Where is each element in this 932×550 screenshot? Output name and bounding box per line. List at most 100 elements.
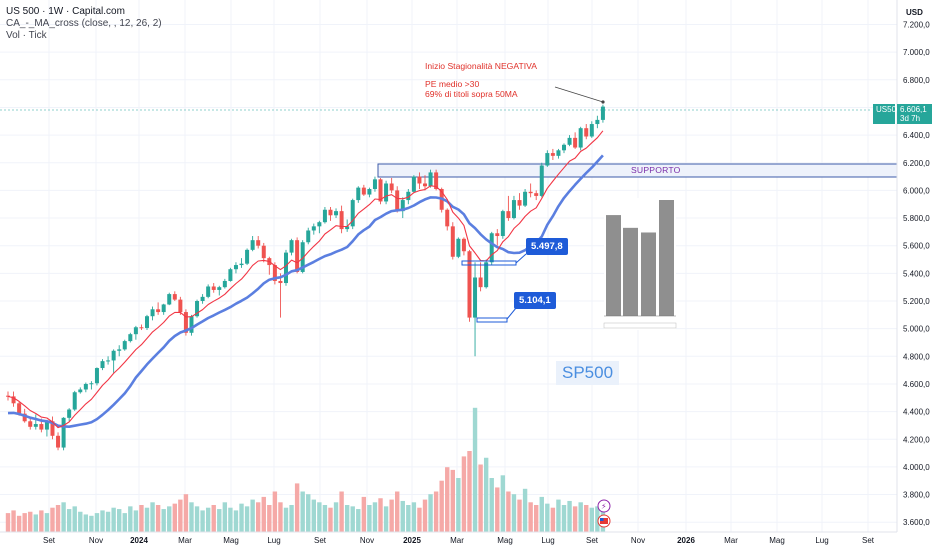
candle[interactable] bbox=[239, 258, 244, 268]
candle[interactable] bbox=[445, 208, 450, 231]
candle[interactable] bbox=[100, 359, 105, 371]
candle[interactable] bbox=[295, 237, 300, 274]
candle[interactable] bbox=[61, 417, 66, 451]
candle[interactable] bbox=[589, 121, 594, 138]
candle[interactable] bbox=[206, 284, 211, 299]
candle[interactable] bbox=[334, 208, 339, 219]
candle[interactable] bbox=[411, 175, 416, 194]
candle[interactable] bbox=[489, 231, 494, 266]
candle[interactable] bbox=[289, 238, 294, 256]
candle[interactable] bbox=[33, 414, 38, 430]
candle[interactable] bbox=[562, 143, 566, 154]
candle[interactable] bbox=[545, 150, 550, 167]
candle[interactable] bbox=[378, 177, 383, 205]
candle[interactable] bbox=[600, 104, 605, 123]
candle[interactable] bbox=[67, 408, 72, 422]
candle[interactable] bbox=[267, 256, 272, 275]
candle[interactable] bbox=[456, 237, 461, 259]
candle[interactable] bbox=[317, 220, 322, 234]
candle[interactable] bbox=[523, 189, 528, 207]
candle[interactable] bbox=[228, 267, 233, 282]
candle[interactable] bbox=[145, 314, 149, 331]
currency-label[interactable]: USD bbox=[906, 8, 923, 17]
candle[interactable] bbox=[72, 390, 77, 411]
candle[interactable] bbox=[133, 325, 138, 340]
candle[interactable] bbox=[361, 184, 366, 196]
candle[interactable] bbox=[156, 302, 161, 315]
candle[interactable] bbox=[245, 248, 250, 266]
candle[interactable] bbox=[517, 193, 522, 210]
inset-bar[interactable] bbox=[659, 200, 674, 316]
volume-line[interactable]: Vol · Tick bbox=[6, 30, 47, 41]
candle[interactable] bbox=[200, 294, 205, 304]
inset-bar[interactable] bbox=[623, 227, 638, 316]
candle[interactable] bbox=[395, 186, 400, 213]
candle[interactable] bbox=[367, 187, 372, 198]
candle[interactable] bbox=[467, 249, 472, 322]
candle[interactable] bbox=[306, 227, 311, 245]
candle[interactable] bbox=[511, 195, 516, 220]
candle[interactable] bbox=[189, 314, 194, 336]
candle[interactable] bbox=[56, 432, 61, 451]
candle[interactable] bbox=[528, 183, 533, 198]
candle[interactable] bbox=[128, 332, 133, 343]
candle[interactable] bbox=[573, 132, 578, 149]
candle[interactable] bbox=[250, 236, 255, 252]
candle[interactable] bbox=[384, 180, 389, 205]
candle[interactable] bbox=[473, 262, 478, 357]
candle[interactable] bbox=[389, 177, 394, 194]
candle[interactable] bbox=[556, 148, 561, 159]
candle[interactable] bbox=[484, 259, 489, 289]
candle[interactable] bbox=[89, 381, 94, 390]
candle[interactable] bbox=[195, 299, 200, 318]
lightning-icon[interactable] bbox=[597, 499, 611, 513]
candle[interactable] bbox=[256, 236, 261, 249]
candle[interactable] bbox=[400, 197, 405, 219]
candle[interactable] bbox=[284, 249, 288, 286]
candle[interactable] bbox=[161, 303, 166, 315]
candle[interactable] bbox=[595, 115, 600, 129]
candle[interactable] bbox=[233, 262, 238, 274]
candle[interactable] bbox=[139, 324, 144, 331]
candle[interactable] bbox=[478, 262, 483, 292]
level-low-callout[interactable]: 5.104,1 bbox=[514, 292, 556, 309]
candle[interactable] bbox=[78, 387, 83, 394]
candle[interactable] bbox=[461, 237, 466, 256]
candle[interactable] bbox=[44, 419, 49, 437]
candle[interactable] bbox=[83, 382, 88, 393]
symbol-line[interactable]: US 500 · 1W · Capital.com bbox=[6, 6, 125, 17]
inset-bar[interactable] bbox=[606, 215, 621, 316]
candle[interactable] bbox=[94, 367, 99, 386]
level-high-callout[interactable]: 5.497,8 bbox=[526, 238, 568, 255]
candle[interactable] bbox=[550, 148, 555, 160]
candle[interactable] bbox=[534, 190, 539, 201]
candle[interactable] bbox=[539, 162, 544, 198]
candle[interactable] bbox=[178, 296, 183, 315]
candle[interactable] bbox=[311, 223, 316, 235]
candle[interactable] bbox=[122, 339, 127, 351]
candle[interactable] bbox=[372, 176, 377, 192]
candle[interactable] bbox=[117, 345, 122, 357]
candle[interactable] bbox=[578, 126, 583, 151]
candle[interactable] bbox=[428, 169, 433, 188]
candle[interactable] bbox=[172, 291, 177, 301]
inset-bar[interactable] bbox=[641, 232, 656, 316]
candle[interactable] bbox=[500, 209, 505, 239]
candle[interactable] bbox=[495, 229, 500, 246]
candle[interactable] bbox=[6, 391, 10, 401]
candle[interactable] bbox=[417, 172, 422, 190]
candle[interactable] bbox=[28, 417, 33, 430]
candle[interactable] bbox=[106, 356, 111, 365]
candle[interactable] bbox=[423, 175, 427, 191]
candle[interactable] bbox=[506, 195, 511, 221]
candle[interactable] bbox=[450, 222, 455, 260]
candle[interactable] bbox=[328, 206, 333, 221]
candle[interactable] bbox=[350, 198, 355, 230]
candle[interactable] bbox=[261, 242, 266, 263]
candle[interactable] bbox=[167, 292, 172, 306]
candle[interactable] bbox=[211, 283, 216, 293]
candle[interactable] bbox=[278, 273, 283, 318]
candle[interactable] bbox=[50, 416, 55, 440]
candle[interactable] bbox=[322, 206, 327, 224]
indicator-line[interactable]: CA_-_MA_cross (close, , 12, 26, 2) bbox=[6, 18, 162, 29]
